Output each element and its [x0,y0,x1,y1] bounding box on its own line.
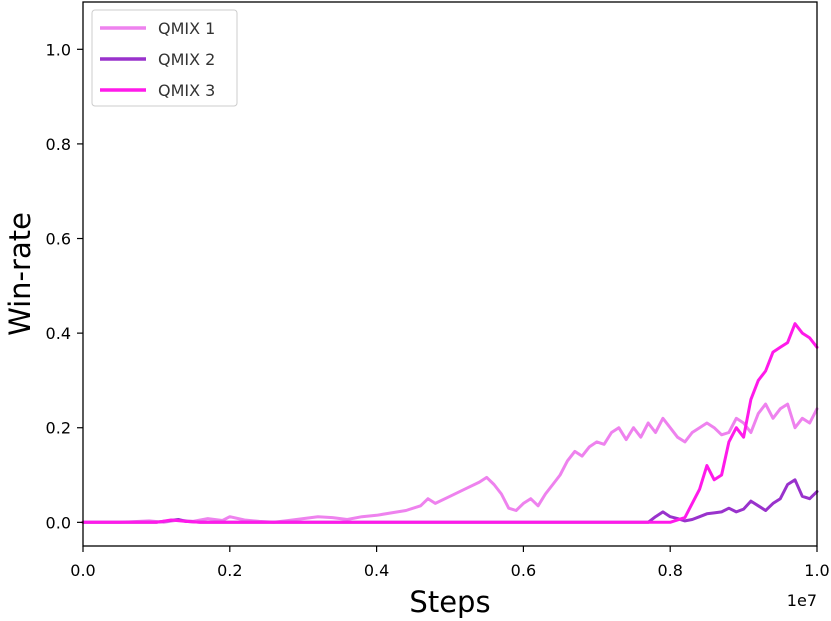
y-tick-label: 0.6 [46,230,71,249]
x-offset-label: 1e7 [787,591,817,610]
y-axis-title: Win-rate [3,212,37,336]
plot-frame [82,1,818,547]
y-tick-label: 0.0 [46,513,71,532]
x-axis: 0.0 0.2 0.4 0.6 0.8 1.0 [70,546,830,580]
x-tick-label: 0.0 [70,561,95,580]
y-axis: 0.0 0.2 0.4 0.6 0.8 1.0 [46,40,83,532]
legend: QMIX 1 QMIX 2 QMIX 3 [91,9,238,107]
series-line-qmix-3 [81,322,819,524]
y-tick-label: 0.8 [46,135,71,154]
legend-label: QMIX 1 [158,19,215,38]
x-tick-label: 0.8 [657,561,682,580]
x-tick-label: 0.2 [217,561,242,580]
x-tick-label: 1.0 [804,561,829,580]
legend-box [91,9,238,107]
x-tick-label: 0.4 [364,561,389,580]
legend-label: QMIX 3 [158,81,215,100]
x-axis-title: Steps [409,585,490,619]
y-tick-label: 1.0 [46,40,71,59]
legend-label: QMIX 2 [158,50,215,69]
y-tick-label: 0.2 [46,419,71,438]
series-line-qmix-1 [81,402,819,524]
x-tick-label: 0.6 [511,561,536,580]
series-layer [81,322,819,524]
y-tick-label: 0.4 [46,324,71,343]
